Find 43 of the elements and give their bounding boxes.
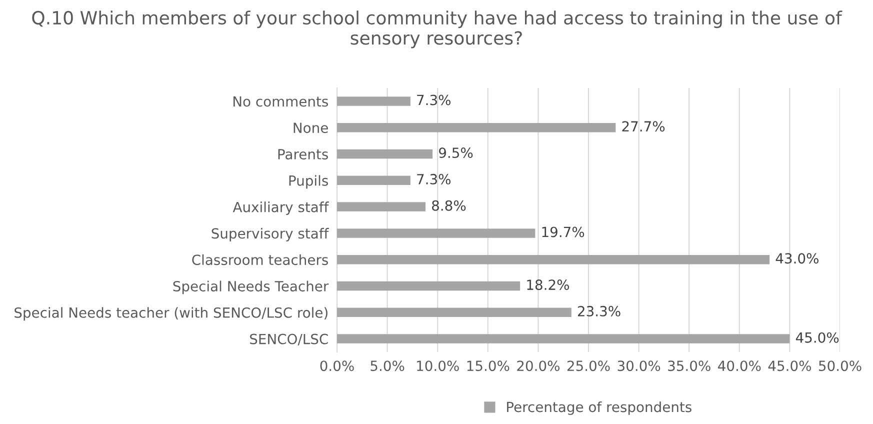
chart-title: Q.10 Which members of your school community have had access to training in the use of sensory resources? [32, 10, 842, 48]
x-tick-label: 15.0% [467, 360, 510, 372]
bar [337, 334, 790, 344]
data-label: 27.7% [622, 121, 665, 132]
x-tick-label: 50.0% [819, 360, 862, 372]
bar [337, 96, 410, 106]
x-tick-label: 35.0% [668, 360, 710, 372]
bar [337, 281, 520, 291]
y-tick-label: Supervisory staff [212, 228, 329, 242]
y-tick-label: None [294, 122, 328, 134]
data-label: 18.2% [527, 280, 570, 290]
x-tick-label: 0.0% [320, 360, 354, 372]
data-label: 45.0% [796, 332, 839, 343]
data-label: 9.5% [439, 148, 473, 158]
y-tick-label: No comments [234, 96, 328, 107]
data-label: 7.3% [417, 94, 451, 106]
y-tick-label: Auxiliary staff [232, 202, 329, 215]
bar [337, 308, 572, 318]
y-tick-label: Special Needs Teacher [173, 280, 329, 294]
bar [337, 149, 433, 159]
y-tick-label: Classroom teachers [192, 254, 328, 266]
data-label: 23.3% [578, 306, 620, 316]
y-tick-label: Parents [278, 149, 328, 160]
bar [337, 176, 410, 186]
x-tick-label: 30.0% [618, 360, 660, 372]
x-tick-label: 10.0% [417, 360, 459, 372]
data-label: 19.7% [542, 226, 584, 238]
bar [337, 254, 770, 264]
y-tick-label: Special Needs teacher (with SENCO/LSC role) [14, 307, 328, 321]
x-tick-label: 25.0% [567, 360, 610, 372]
x-tick-label: 40.0% [718, 360, 761, 372]
x-tick-label: 5.0% [370, 360, 404, 372]
legend-label: Percentage of respondents [507, 401, 692, 415]
x-tick-label: 45.0% [768, 360, 811, 372]
y-tick-label: Pupils [289, 175, 328, 189]
x-tick-label: 20.0% [517, 360, 560, 372]
data-label: 8.8% [432, 200, 466, 211]
data-label: 7.3% [417, 174, 451, 184]
bar [337, 122, 616, 132]
bar [337, 228, 536, 238]
bar [337, 202, 426, 212]
data-label: 43.0% [776, 253, 818, 264]
y-tick-label: SENCO/LSC [250, 334, 328, 346]
